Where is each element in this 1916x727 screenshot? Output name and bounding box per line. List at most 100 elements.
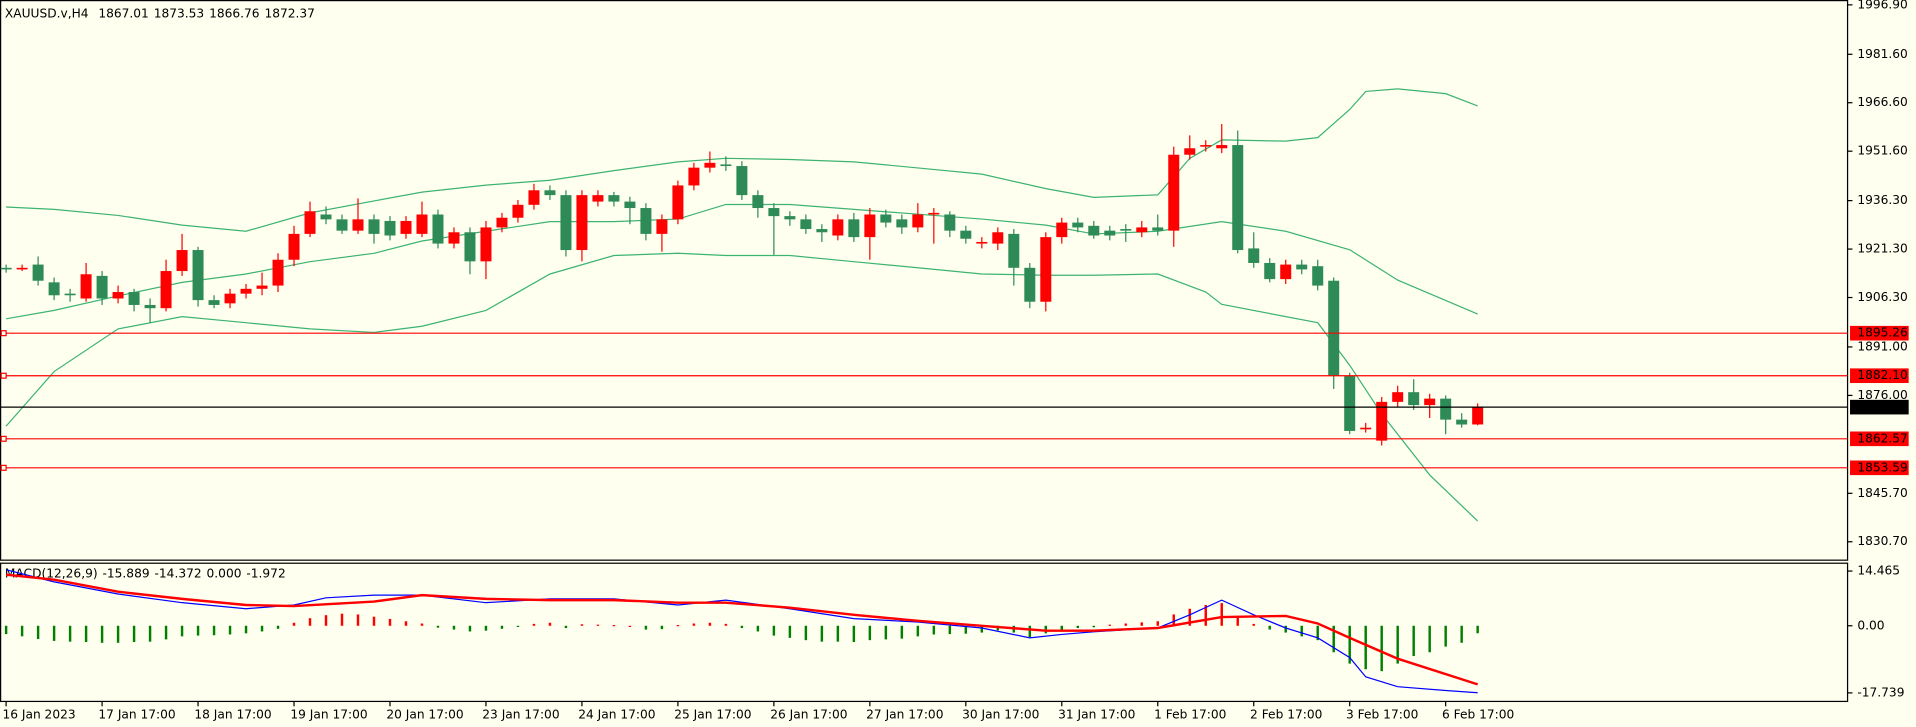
candle-body <box>848 219 860 238</box>
candle-body <box>448 232 460 244</box>
open-readout: 1867.01 <box>98 6 148 20</box>
histogram-bar <box>868 625 872 641</box>
x-tick-label: 30 Jan 17:00 <box>962 707 1039 721</box>
candle-body <box>352 219 364 231</box>
histogram-bar <box>500 625 504 629</box>
candle-body <box>1280 264 1292 280</box>
histogram-bar <box>1028 625 1032 638</box>
macd-panel <box>0 562 1849 703</box>
bid-label: 1872.37 <box>1857 400 1907 414</box>
x-tick-label: 31 Jan 17:00 <box>1058 707 1135 721</box>
histogram-bar <box>116 625 120 643</box>
histogram-bar <box>932 625 936 635</box>
candle-body <box>416 214 428 234</box>
candle-body <box>1232 145 1244 251</box>
histogram-readout: -1.972 <box>246 566 285 580</box>
candle-body <box>496 217 508 228</box>
candle-body <box>1024 267 1036 302</box>
y-tick-label: 0.00 <box>1857 618 1884 632</box>
candle-body <box>1376 401 1388 441</box>
candle-body <box>1040 237 1052 302</box>
candle-body <box>1344 376 1356 431</box>
indicator-line <box>5 252 1479 522</box>
candle-body <box>528 190 540 205</box>
histogram-bar <box>532 623 536 626</box>
histogram-bar <box>788 625 792 638</box>
histogram-bar <box>292 622 296 626</box>
histogram-bar <box>1348 625 1351 664</box>
histogram-bar <box>1060 625 1064 631</box>
candle-body <box>1408 392 1420 406</box>
candle-body <box>48 282 60 296</box>
candle-body <box>736 166 748 196</box>
level-label: 1895.26 <box>1857 326 1907 340</box>
candle-body <box>320 214 332 220</box>
histogram-bar <box>1172 614 1175 626</box>
histogram-bar <box>964 625 968 634</box>
readout: 0.000 <box>207 566 242 580</box>
histogram-bar <box>676 625 680 627</box>
candle-body <box>1072 222 1084 228</box>
x-tick-label: 17 Jan 17:00 <box>98 707 175 721</box>
candle-body <box>864 214 876 238</box>
histogram-bar <box>1076 625 1080 629</box>
x-tick-label: 19 Jan 17:00 <box>290 707 367 721</box>
histogram-bar <box>756 625 760 632</box>
y-tick-label: 1966.60 <box>1857 95 1907 109</box>
candle-body <box>1088 225 1100 236</box>
candle-body <box>0 267 12 270</box>
histogram-bar <box>228 625 232 635</box>
histogram-bar <box>1300 625 1303 637</box>
histogram-bar <box>1140 622 1143 626</box>
histogram-bar <box>1460 625 1463 643</box>
histogram-bar <box>324 615 328 626</box>
histogram-bar <box>948 625 952 635</box>
candle-body <box>784 216 796 220</box>
candle-body <box>1472 407 1484 425</box>
histogram-bar <box>916 625 920 637</box>
y-tick-label: 1936.30 <box>1857 193 1907 207</box>
x-tick-label: 6 Feb 17:00 <box>1442 707 1514 721</box>
x-tick-label: 24 Jan 17:00 <box>578 707 655 721</box>
candle-body <box>608 195 620 202</box>
histogram-bar <box>580 624 584 626</box>
high-readout: 1873.53 <box>154 6 204 20</box>
candle-body <box>1296 264 1308 270</box>
histogram-bar <box>244 625 248 634</box>
histogram-bar <box>1428 625 1431 653</box>
candle-body <box>704 162 716 168</box>
candle-body <box>256 285 268 289</box>
histogram-bar <box>884 625 888 640</box>
histogram-bar <box>4 625 8 635</box>
histogram-bar <box>548 622 552 626</box>
histogram-bar <box>804 625 808 641</box>
y-tick-label: 1845.70 <box>1857 486 1907 500</box>
level-label: 1853.59 <box>1857 460 1907 474</box>
candle-body <box>1200 145 1212 147</box>
candle-body <box>912 214 924 228</box>
candle-body <box>192 250 204 301</box>
histogram-bar <box>1332 625 1335 653</box>
x-tick-label: 20 Jan 17:00 <box>386 707 463 721</box>
histogram-bar <box>404 621 408 626</box>
histogram-bar <box>1188 608 1191 626</box>
histogram-bar <box>1444 625 1447 647</box>
histogram-bar <box>164 625 168 640</box>
histogram-bar <box>708 622 712 626</box>
candle-body <box>896 219 908 228</box>
histogram-bar <box>308 618 312 626</box>
histogram-bar <box>660 625 664 630</box>
histogram-bar <box>820 625 824 642</box>
x-tick-label: 26 Jan 17:00 <box>770 707 847 721</box>
level-tag <box>1850 325 1909 341</box>
candle-body <box>656 219 668 234</box>
candle-body <box>384 220 396 236</box>
level-marker <box>0 372 7 379</box>
y-tick-label: 1981.60 <box>1857 47 1907 61</box>
price-header: XAUUSD.v,H4 1867.01 1873.53 1866.76 1872.37 <box>5 6 315 20</box>
histogram-bar <box>1204 604 1207 626</box>
candle-body <box>272 259 284 286</box>
histogram-bar <box>196 625 200 636</box>
candle-body <box>1136 227 1148 233</box>
